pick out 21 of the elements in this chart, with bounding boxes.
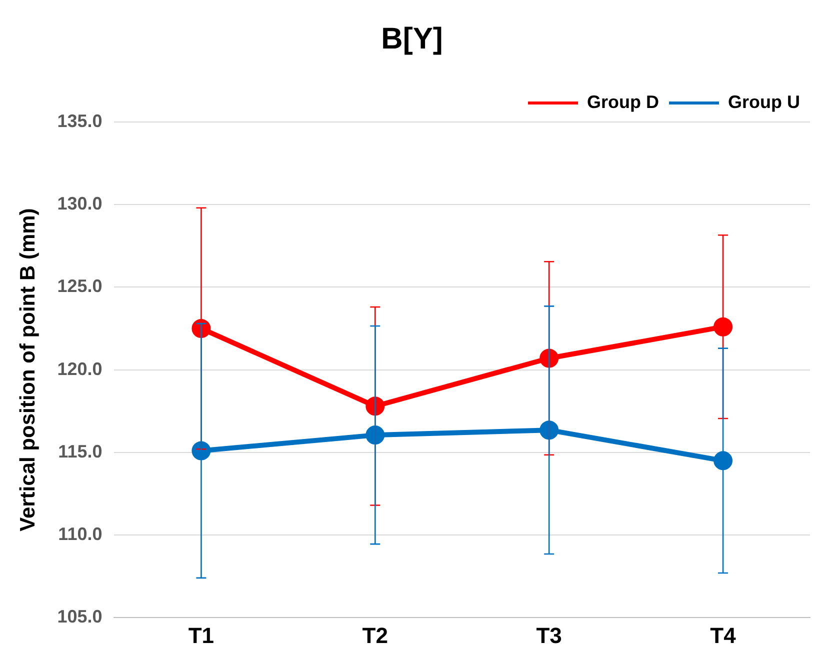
point: [366, 426, 385, 445]
y-tick-label: 105.0: [57, 606, 102, 627]
y-tick-label: 110.0: [58, 524, 102, 544]
y-tick-label: 120.0: [57, 358, 102, 379]
point: [192, 441, 211, 460]
point: [714, 451, 733, 470]
y-tick-label: 115.0: [58, 441, 102, 462]
y-tick-label: 135.0: [57, 110, 102, 131]
x-tick-label: T1: [188, 622, 214, 648]
x-tick-label: T2: [362, 622, 388, 648]
point: [714, 317, 733, 336]
legend-label: Group U: [728, 92, 800, 112]
x-tick-label: T4: [710, 622, 737, 648]
y-axis-title: Vertical position of point B (mm): [16, 208, 40, 532]
x-tick-label: T3: [536, 622, 562, 648]
y-tick-label: 130.0: [57, 194, 102, 214]
y-tick-label: 125.0: [57, 276, 102, 296]
point: [540, 420, 559, 440]
chart-title: B[Y]: [381, 22, 443, 56]
point: [540, 348, 559, 368]
legend-label: Group D: [587, 92, 660, 112]
